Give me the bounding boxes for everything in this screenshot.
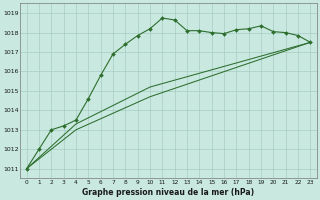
X-axis label: Graphe pression niveau de la mer (hPa): Graphe pression niveau de la mer (hPa) xyxy=(83,188,255,197)
